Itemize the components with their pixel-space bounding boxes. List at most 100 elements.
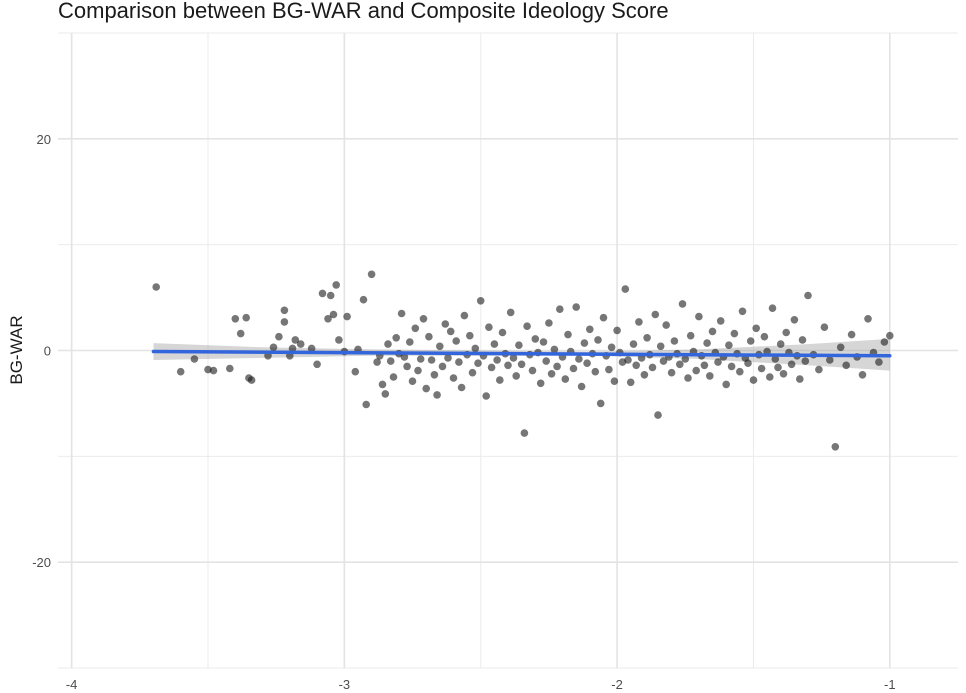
data-point — [536, 379, 545, 388]
data-point — [427, 356, 436, 364]
data-point — [414, 366, 422, 375]
data-point — [403, 362, 411, 371]
data-point — [406, 338, 414, 346]
data-point — [231, 315, 240, 323]
data-point — [583, 359, 591, 368]
data-point — [466, 331, 474, 340]
y-tick-label: 0 — [44, 344, 51, 359]
data-point — [670, 337, 679, 345]
data-point — [716, 317, 725, 325]
data-point — [752, 324, 760, 333]
data-point — [681, 355, 690, 363]
data-point — [446, 327, 455, 336]
data-point — [757, 364, 766, 373]
data-point — [610, 377, 619, 386]
data-point — [482, 392, 491, 400]
data-point — [556, 305, 564, 314]
data-point — [842, 361, 850, 370]
data-point — [416, 355, 425, 363]
data-point — [498, 328, 507, 337]
data-point — [438, 362, 447, 371]
data-point — [509, 354, 518, 362]
data-point — [561, 375, 570, 383]
x-tick-label: -3 — [339, 677, 351, 692]
data-point — [744, 359, 752, 368]
data-point — [569, 364, 578, 373]
data-point — [419, 315, 428, 323]
data-point — [288, 344, 297, 353]
data-point — [550, 345, 559, 354]
data-point — [760, 332, 769, 341]
data-point — [408, 377, 417, 386]
data-point — [506, 308, 515, 317]
data-point — [700, 361, 709, 370]
data-point — [635, 318, 643, 326]
data-point — [629, 340, 638, 348]
data-point — [621, 285, 630, 293]
data-point — [703, 339, 711, 347]
data-point — [676, 360, 684, 369]
data-point — [640, 371, 649, 379]
data-point — [476, 297, 485, 305]
data-point — [373, 358, 381, 366]
data-point — [468, 368, 477, 377]
data-point — [564, 330, 572, 339]
data-point — [815, 365, 823, 374]
data-point — [662, 321, 670, 329]
data-point — [487, 363, 496, 372]
data-point — [858, 371, 867, 379]
data-point — [577, 382, 586, 391]
x-tick-label: -2 — [611, 677, 623, 692]
data-point — [444, 354, 452, 362]
data-point — [296, 340, 305, 348]
data-point — [381, 390, 390, 398]
data-point — [686, 331, 695, 340]
data-point — [796, 375, 804, 383]
data-point — [433, 391, 441, 399]
data-point — [596, 399, 605, 408]
data-point — [313, 360, 321, 369]
data-point — [226, 364, 234, 373]
y-axis-label: BG-WAR — [7, 315, 26, 384]
data-point — [318, 289, 327, 298]
chart-title: Comparison between BG-WAR and Composite … — [58, 0, 669, 23]
data-point — [425, 332, 433, 341]
data-point — [746, 337, 755, 345]
data-point — [493, 356, 501, 364]
data-point — [269, 343, 278, 352]
data-point — [520, 429, 529, 437]
data-point — [400, 353, 409, 361]
data-point — [776, 340, 785, 348]
data-point — [474, 359, 482, 368]
data-point — [531, 335, 540, 343]
data-point — [684, 374, 692, 382]
data-point — [643, 334, 651, 342]
x-tick-label: -1 — [884, 677, 896, 692]
data-point — [430, 371, 439, 379]
data-point — [351, 367, 360, 376]
data-point — [695, 312, 703, 321]
data-point — [572, 303, 580, 311]
data-point — [804, 291, 812, 300]
data-point — [591, 367, 600, 376]
data-point — [586, 325, 594, 334]
data-point — [605, 365, 613, 374]
x-tick-label: -4 — [66, 677, 78, 692]
data-point — [771, 355, 780, 363]
data-point — [242, 313, 250, 322]
data-point — [496, 376, 504, 384]
y-tick-label: -20 — [32, 555, 51, 570]
data-point — [886, 331, 894, 340]
data-point — [594, 336, 602, 344]
data-point — [779, 370, 788, 378]
data-point — [820, 323, 829, 332]
data-point — [190, 355, 199, 363]
data-point — [455, 358, 463, 366]
data-point — [236, 329, 245, 338]
data-point — [449, 374, 458, 382]
data-point — [725, 341, 733, 350]
data-point — [523, 322, 531, 331]
data-point — [378, 380, 387, 389]
data-point — [580, 339, 589, 347]
